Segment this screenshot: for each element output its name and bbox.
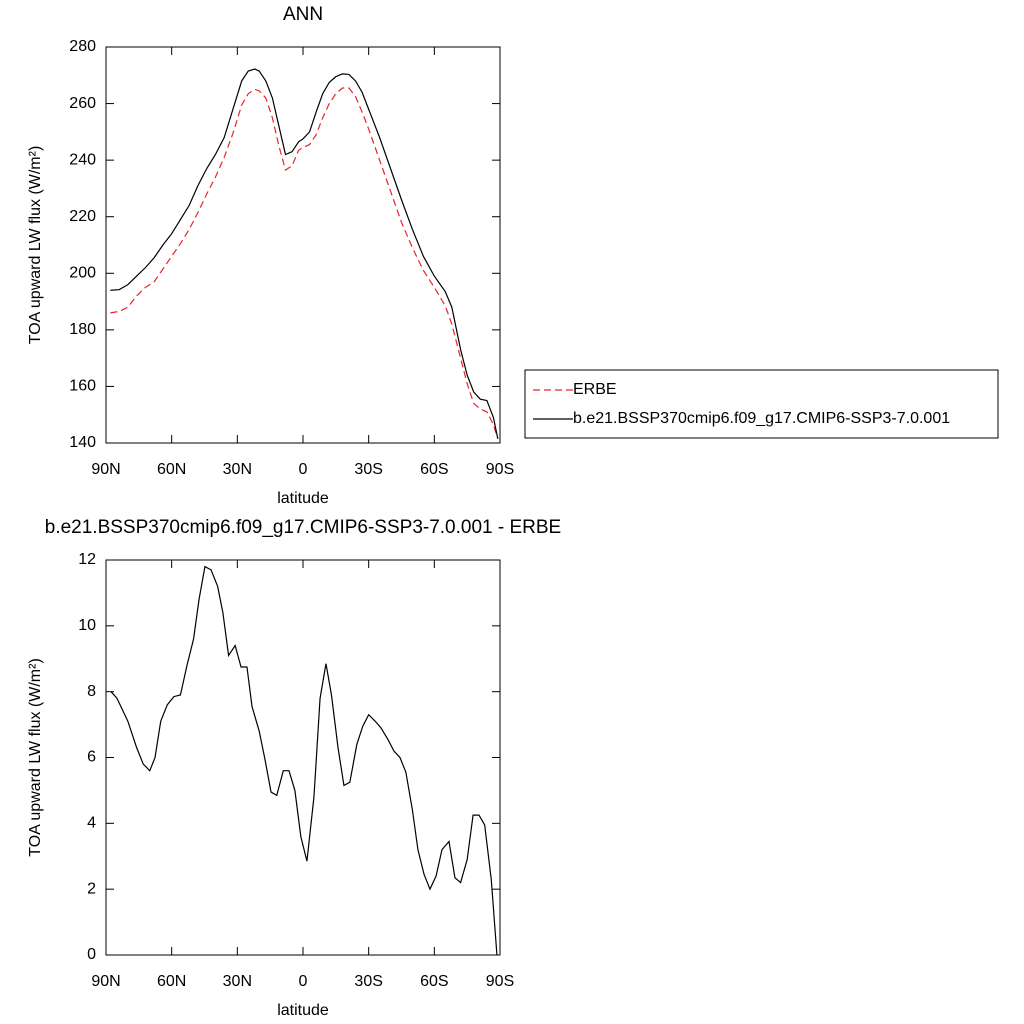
y-tick-label: 6 xyxy=(87,749,96,766)
x-tick-label: 60S xyxy=(420,461,448,478)
y-tick-label: 0 xyxy=(87,946,96,963)
x-tick-label: 0 xyxy=(299,973,308,990)
y-tick-label: 8 xyxy=(87,683,96,700)
x-tick-label: 30N xyxy=(223,973,252,990)
chart-title: b.e21.BSSP370cmip6.f09_g17.CMIP6-SSP3-7.… xyxy=(45,517,561,538)
series-line xyxy=(110,565,498,956)
chart-title: ANN xyxy=(283,4,323,25)
y-tick-label: 280 xyxy=(69,38,96,55)
x-tick-label: 30S xyxy=(354,973,382,990)
x-tick-label: 0 xyxy=(299,461,308,478)
y-tick-label: 4 xyxy=(87,815,96,832)
y-tick-label: 220 xyxy=(69,208,96,225)
y-tick-label: 260 xyxy=(69,95,96,112)
series-line xyxy=(110,68,499,439)
x-tick-label: 90S xyxy=(486,461,514,478)
y-axis-title: TOA upward LW flux (W/m²) xyxy=(27,658,44,857)
y-tick-label: 160 xyxy=(69,378,96,395)
x-tick-label: 90N xyxy=(91,973,120,990)
x-tick-label: 30N xyxy=(223,461,252,478)
x-axis-title: latitude xyxy=(277,1002,329,1019)
x-axis-title: latitude xyxy=(277,490,329,507)
plot-frame xyxy=(105,559,501,956)
x-tick-label: 90N xyxy=(91,461,120,478)
y-tick-label: 2 xyxy=(87,880,96,897)
legend-label: b.e21.BSSP370cmip6.f09_g17.CMIP6-SSP3-7.… xyxy=(573,410,950,427)
plot-frame xyxy=(105,46,501,444)
x-tick-label: 60S xyxy=(420,973,448,990)
x-tick-label: 60N xyxy=(157,973,186,990)
y-tick-label: 240 xyxy=(69,151,96,168)
y-tick-label: 10 xyxy=(78,617,96,634)
series-line xyxy=(110,87,499,439)
legend-label: ERBE xyxy=(573,381,617,398)
y-axis-title: TOA upward LW flux (W/m²) xyxy=(27,146,44,345)
y-tick-label: 140 xyxy=(69,434,96,451)
x-tick-label: 90S xyxy=(486,973,514,990)
y-tick-label: 200 xyxy=(69,265,96,282)
x-tick-label: 60N xyxy=(157,461,186,478)
legend-box xyxy=(524,369,999,439)
x-tick-label: 30S xyxy=(354,461,382,478)
y-tick-label: 180 xyxy=(69,321,96,338)
y-tick-label: 12 xyxy=(78,551,96,568)
